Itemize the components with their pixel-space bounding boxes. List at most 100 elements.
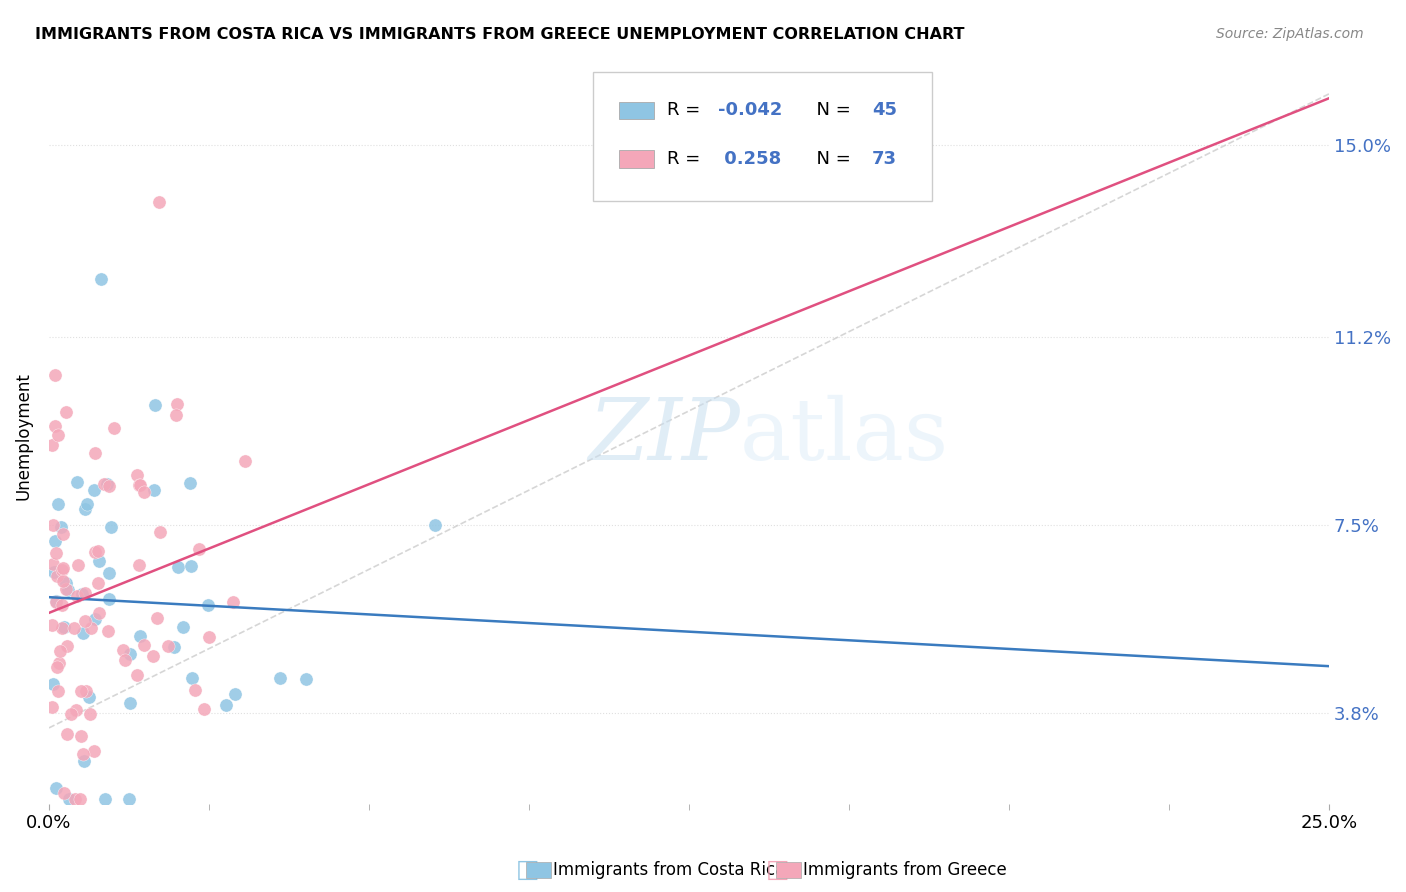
Point <box>129 477 152 491</box>
Point <box>134 485 156 500</box>
Point <box>75 683 97 698</box>
Point <box>44 565 66 579</box>
Point <box>51 563 73 577</box>
Point <box>53 786 76 800</box>
Point <box>69 792 91 806</box>
Point <box>143 398 166 412</box>
Point <box>84 612 107 626</box>
Point <box>184 683 207 698</box>
Point <box>87 544 110 558</box>
Text: N =: N = <box>806 102 858 120</box>
Text: -0.042: -0.042 <box>718 102 783 120</box>
Point <box>149 524 172 539</box>
Point <box>112 643 135 657</box>
Point <box>66 475 89 490</box>
Text: Immigrants from Greece: Immigrants from Greece <box>803 861 1007 879</box>
Point <box>42 558 65 572</box>
Point <box>181 672 204 686</box>
Point <box>80 621 103 635</box>
Point <box>46 684 69 698</box>
Point <box>166 397 188 411</box>
Point <box>166 559 188 574</box>
Point <box>83 744 105 758</box>
Point <box>70 684 93 698</box>
Text: N =: N = <box>806 150 858 168</box>
Point <box>146 611 169 625</box>
Point <box>45 594 67 608</box>
Point <box>97 478 120 492</box>
Point <box>100 519 122 533</box>
Text: atlas: atlas <box>740 394 949 478</box>
Point <box>425 517 447 532</box>
Point <box>142 649 165 664</box>
Point <box>222 595 245 609</box>
Point <box>65 702 87 716</box>
Point <box>172 620 194 634</box>
Text: ZIP: ZIP <box>588 395 740 477</box>
Point <box>41 618 63 632</box>
Point <box>55 582 77 597</box>
Point <box>72 747 94 761</box>
Point <box>42 677 65 691</box>
Point <box>73 586 96 600</box>
Point <box>118 648 141 662</box>
Point <box>215 698 238 713</box>
Point <box>180 558 202 573</box>
Text: Source: ZipAtlas.com: Source: ZipAtlas.com <box>1216 27 1364 41</box>
Point <box>193 702 215 716</box>
Point <box>224 687 246 701</box>
Point <box>72 626 94 640</box>
Point <box>148 194 170 209</box>
Point <box>70 729 93 743</box>
Point <box>163 640 186 654</box>
Text: 45: 45 <box>872 102 897 120</box>
Bar <box>619 150 654 168</box>
Point <box>51 598 73 612</box>
Point <box>59 706 82 721</box>
Point <box>49 520 72 534</box>
Point <box>128 477 150 491</box>
Point <box>127 467 149 482</box>
Point <box>83 483 105 497</box>
Point <box>63 620 86 634</box>
Text: □: □ <box>516 858 538 881</box>
Text: 0.258: 0.258 <box>718 150 782 168</box>
Point <box>87 554 110 568</box>
Point <box>44 418 66 433</box>
Text: Immigrants from Costa Rica: Immigrants from Costa Rica <box>553 861 785 879</box>
Point <box>94 792 117 806</box>
Point <box>58 792 80 806</box>
Text: R =: R = <box>668 102 706 120</box>
Point <box>44 533 66 548</box>
Point <box>46 660 69 674</box>
Point <box>52 527 75 541</box>
Point <box>295 673 318 687</box>
Point <box>197 598 219 612</box>
Point <box>118 792 141 806</box>
Text: 73: 73 <box>872 150 897 168</box>
Point <box>45 569 67 583</box>
Text: □: □ <box>766 858 789 881</box>
Point <box>46 428 69 442</box>
Bar <box>619 102 654 120</box>
Point <box>79 690 101 704</box>
Point <box>143 483 166 497</box>
Point <box>269 671 291 685</box>
Point <box>235 453 257 467</box>
Text: IMMIGRANTS FROM COSTA RICA VS IMMIGRANTS FROM GREECE UNEMPLOYMENT CORRELATION CH: IMMIGRANTS FROM COSTA RICA VS IMMIGRANTS… <box>35 27 965 42</box>
Point <box>51 621 73 635</box>
Point <box>46 497 69 511</box>
Point <box>73 754 96 768</box>
Point <box>52 560 75 574</box>
Text: R =: R = <box>668 150 706 168</box>
FancyBboxPatch shape <box>593 72 932 201</box>
Point <box>97 624 120 639</box>
Y-axis label: Unemployment: Unemployment <box>15 372 32 500</box>
Point <box>114 653 136 667</box>
Point <box>97 592 120 607</box>
Point <box>63 792 86 806</box>
Point <box>128 629 150 643</box>
Point <box>56 727 79 741</box>
Point <box>89 606 111 620</box>
Point <box>44 368 66 382</box>
